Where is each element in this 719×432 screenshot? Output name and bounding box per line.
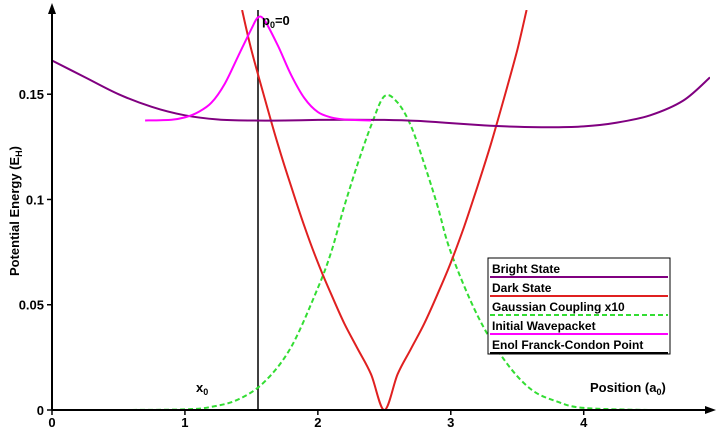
y-tick-label: 0	[37, 403, 44, 418]
series-initial-wavepacket	[145, 15, 372, 122]
x-tick-label: 4	[580, 415, 588, 430]
y-axis-title: Potential Energy (EH)	[7, 146, 24, 276]
x0-annotation: x0	[196, 380, 208, 397]
series-dark-state	[241, 10, 528, 410]
y-tick-label: 0.1	[26, 192, 44, 207]
legend-label-gaussian-coupling-x10: Gaussian Coupling x10	[492, 300, 625, 314]
x-tick-label: 1	[181, 415, 188, 430]
p0-annotation: p0=0	[262, 13, 290, 30]
y-tick-label: 0.05	[19, 298, 44, 313]
x-tick-label: 0	[48, 415, 55, 430]
legend-label-initial-wavepacket: Initial Wavepacket	[492, 319, 596, 333]
legend-label-dark-state: Dark State	[492, 281, 552, 295]
series-bright-state	[52, 59, 710, 129]
series-gaussian-coupling-x10	[52, 94, 710, 410]
legend: Bright State Dark State Gaussian Coupling …	[487, 257, 671, 355]
y-tick-label: 0.15	[19, 87, 44, 102]
y-ticks: 0 0.05 0.1 0.15	[19, 87, 52, 418]
legend-box	[487, 257, 671, 355]
legend-label-enol-franck-condon-point: Enol Franck-Condon Point	[492, 338, 643, 352]
legend-label-bright-state: Bright State	[492, 262, 560, 276]
x-axis-title: Position (a0)	[590, 380, 666, 397]
curves-layer	[52, 10, 710, 410]
x-axis-arrow	[705, 406, 716, 414]
y-axis-arrow	[48, 3, 56, 14]
x-tick-label: 3	[447, 415, 454, 430]
x-ticks: 0 1 2 3 4	[48, 410, 588, 430]
x-tick-label: 2	[314, 415, 321, 430]
